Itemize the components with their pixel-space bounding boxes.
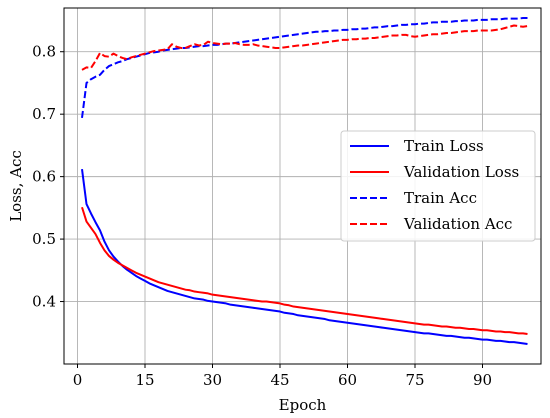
x-tick-label: 90 [473,371,492,389]
y-tick-label: 0.7 [32,105,56,123]
x-tick-label: 15 [135,371,154,389]
ticks: 0 15 30 45 60 75 90 0.4 0.5 0.6 0.7 0.8 [32,43,492,389]
series-train-acc [81,16,528,119]
y-tick-label: 0.6 [32,168,56,186]
legend-box [340,130,536,242]
legend-label-train-acc: Train Acc [404,189,477,207]
y-tick-label: 0.5 [32,230,56,248]
x-tick-label: 60 [338,371,357,389]
x-tick-label: 30 [203,371,222,389]
y-tick-label: 0.8 [32,43,56,61]
series-group [81,16,528,346]
legend-label-validation-acc: Validation Acc [403,215,512,233]
y-tick-label: 0.4 [32,293,56,311]
legend: Train Loss Validation Loss Train Acc Valida… [340,130,536,242]
x-tick-label: 45 [270,371,289,389]
series-validation-acc [81,24,528,71]
legend-label-train-loss: Train Loss [404,137,484,155]
series-train-loss [81,169,528,346]
x-tick-label: 0 [73,371,83,389]
plot-frame [63,7,542,365]
x-tick-label: 75 [405,371,424,389]
x-axis-label: Epoch [279,396,327,414]
series-validation-loss [81,206,528,336]
y-axis-label: Loss, Acc [7,150,25,222]
legend-label-validation-loss: Validation Loss [403,163,519,181]
